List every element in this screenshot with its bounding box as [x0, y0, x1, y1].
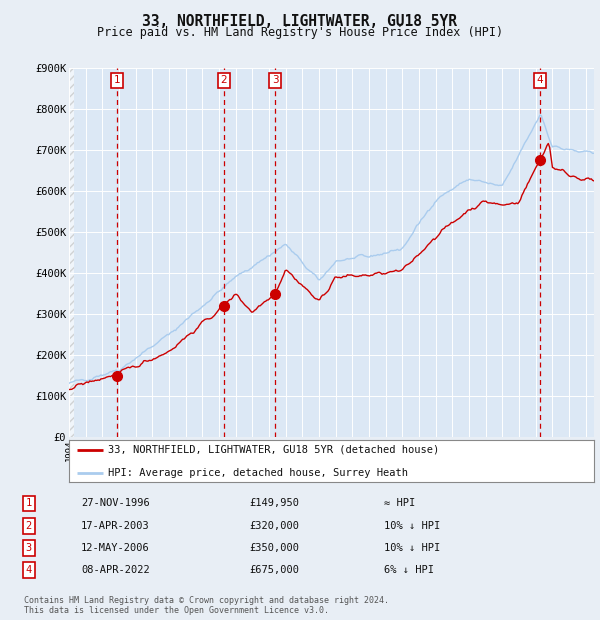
Text: Contains HM Land Registry data © Crown copyright and database right 2024.
This d: Contains HM Land Registry data © Crown c…	[24, 596, 389, 615]
Text: 33, NORTHFIELD, LIGHTWATER, GU18 5YR (detached house): 33, NORTHFIELD, LIGHTWATER, GU18 5YR (de…	[109, 445, 440, 455]
Text: £675,000: £675,000	[249, 565, 299, 575]
Text: 2: 2	[221, 76, 227, 86]
Text: 1: 1	[114, 76, 121, 86]
Text: £320,000: £320,000	[249, 521, 299, 531]
Text: £350,000: £350,000	[249, 543, 299, 553]
Text: 10% ↓ HPI: 10% ↓ HPI	[384, 543, 440, 553]
Text: 3: 3	[272, 76, 278, 86]
Text: Price paid vs. HM Land Registry's House Price Index (HPI): Price paid vs. HM Land Registry's House …	[97, 26, 503, 39]
Text: 3: 3	[26, 543, 32, 553]
Text: 4: 4	[537, 76, 544, 86]
Text: 2: 2	[26, 521, 32, 531]
Text: 1: 1	[26, 498, 32, 508]
Text: ≈ HPI: ≈ HPI	[384, 498, 415, 508]
Text: 6% ↓ HPI: 6% ↓ HPI	[384, 565, 434, 575]
Text: HPI: Average price, detached house, Surrey Heath: HPI: Average price, detached house, Surr…	[109, 467, 409, 477]
Text: 27-NOV-1996: 27-NOV-1996	[81, 498, 150, 508]
Text: 12-MAY-2006: 12-MAY-2006	[81, 543, 150, 553]
Text: 10% ↓ HPI: 10% ↓ HPI	[384, 521, 440, 531]
Text: 17-APR-2003: 17-APR-2003	[81, 521, 150, 531]
Text: 08-APR-2022: 08-APR-2022	[81, 565, 150, 575]
Text: £149,950: £149,950	[249, 498, 299, 508]
Text: 4: 4	[26, 565, 32, 575]
Text: 33, NORTHFIELD, LIGHTWATER, GU18 5YR: 33, NORTHFIELD, LIGHTWATER, GU18 5YR	[143, 14, 458, 29]
